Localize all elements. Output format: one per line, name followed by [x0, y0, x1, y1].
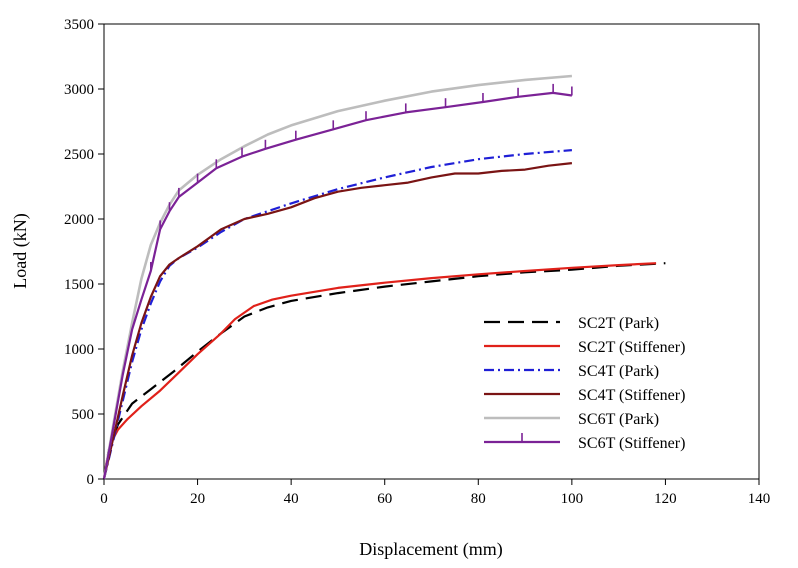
x-tick-label-0: 0: [100, 491, 108, 507]
series-line-sc4t-park: [102, 149, 572, 480]
y-tick-label-5: 2500: [64, 147, 94, 163]
legend: SC2T (Park) SC2T (Stiffener) SC4T (Park) SC…: [484, 315, 685, 452]
y-tick-label-3: 1500: [64, 277, 94, 293]
x-axis-title: Displacement (mm): [359, 539, 502, 560]
series-line-sc6t-stiffener: [102, 91, 573, 480]
x-tick-label-1: 20: [190, 491, 205, 507]
y-axis: 0 500 1000 1500 2000 2500 3000 3500: [64, 17, 104, 488]
y-tick-label-2: 1000: [64, 342, 94, 358]
series-line-sc2t-park: [102, 262, 666, 480]
legend-label-sc2t-stiffener: SC2T (Stiffener): [578, 339, 685, 356]
legend-label-sc4t-stiffener: SC4T (Stiffener): [578, 387, 685, 404]
series-line-sc4t-stiffener: [102, 162, 573, 480]
x-axis: 0 20 40 60 80 100 120 140: [100, 479, 770, 507]
x-tick-label-5: 100: [561, 491, 584, 507]
legend-label-sc6t-stiffener: SC6T (Stiffener): [578, 435, 685, 452]
legend-label-sc6t-park: SC6T (Park): [578, 411, 659, 428]
y-axis-title: Load (kN): [10, 213, 31, 288]
series-layer: [102, 74, 666, 480]
x-tick-label-2: 40: [284, 491, 299, 507]
series-line-sc6t-park: [102, 74, 573, 480]
y-tick-label-6: 3000: [64, 82, 94, 98]
y-tick-label-7: 3500: [64, 17, 94, 33]
x-tick-label-6: 120: [654, 491, 677, 507]
plot-area: [103, 23, 760, 480]
legend-label-sc4t-park: SC4T (Park): [578, 363, 659, 380]
series-line-sc2t-stiffener: [102, 262, 657, 480]
y-tick-label-1: 500: [72, 407, 95, 423]
y-tick-label-0: 0: [87, 472, 95, 488]
x-tick-label-3: 60: [377, 491, 392, 507]
x-tick-label-4: 80: [471, 491, 486, 507]
legend-label-sc2t-park: SC2T (Park): [578, 315, 659, 332]
x-tick-label-7: 140: [748, 491, 771, 507]
y-tick-label-4: 2000: [64, 212, 94, 228]
